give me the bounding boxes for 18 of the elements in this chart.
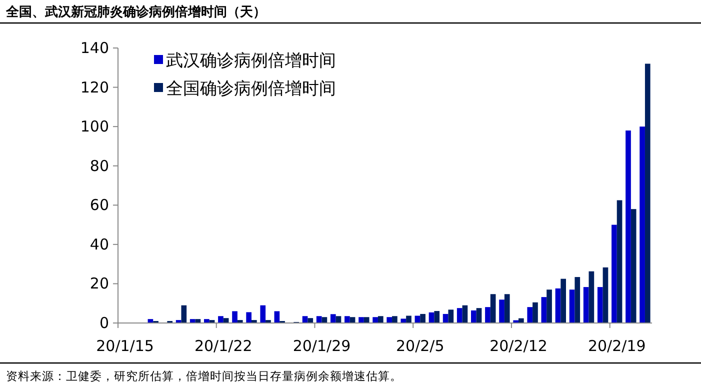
y-tick-label: 20 [90,274,109,293]
y-tick-label: 40 [90,235,109,254]
y-tick-label: 0 [99,314,109,332]
legend-label: 武汉确诊病例倍增时间 [166,51,336,71]
y-tick-label: 120 [80,78,109,96]
x-tick-label: 20/1/22 [194,337,252,355]
y-tick-label: 80 [90,156,109,175]
y-tick-label: 60 [90,196,109,214]
x-tick-label: 20/1/15 [96,337,154,355]
x-tick-label: 20/2/19 [588,337,646,355]
legend-label: 全国确诊病例倍增时间 [166,79,336,99]
y-tick-label: 100 [80,118,109,136]
text: 资料来源：卫健委，研究所估算，倍增时间按当日存量病例余额增速估算。 [6,369,402,383]
x-tick-label: 20/2/5 [396,337,444,355]
y-tick-label: 140 [80,39,109,57]
x-tick-label: 20/2/12 [490,337,548,355]
chart-title: 全国、武汉新冠肺炎确诊病例倍增时间（天） [5,4,266,20]
x-tick-label: 20/1/29 [292,337,351,355]
